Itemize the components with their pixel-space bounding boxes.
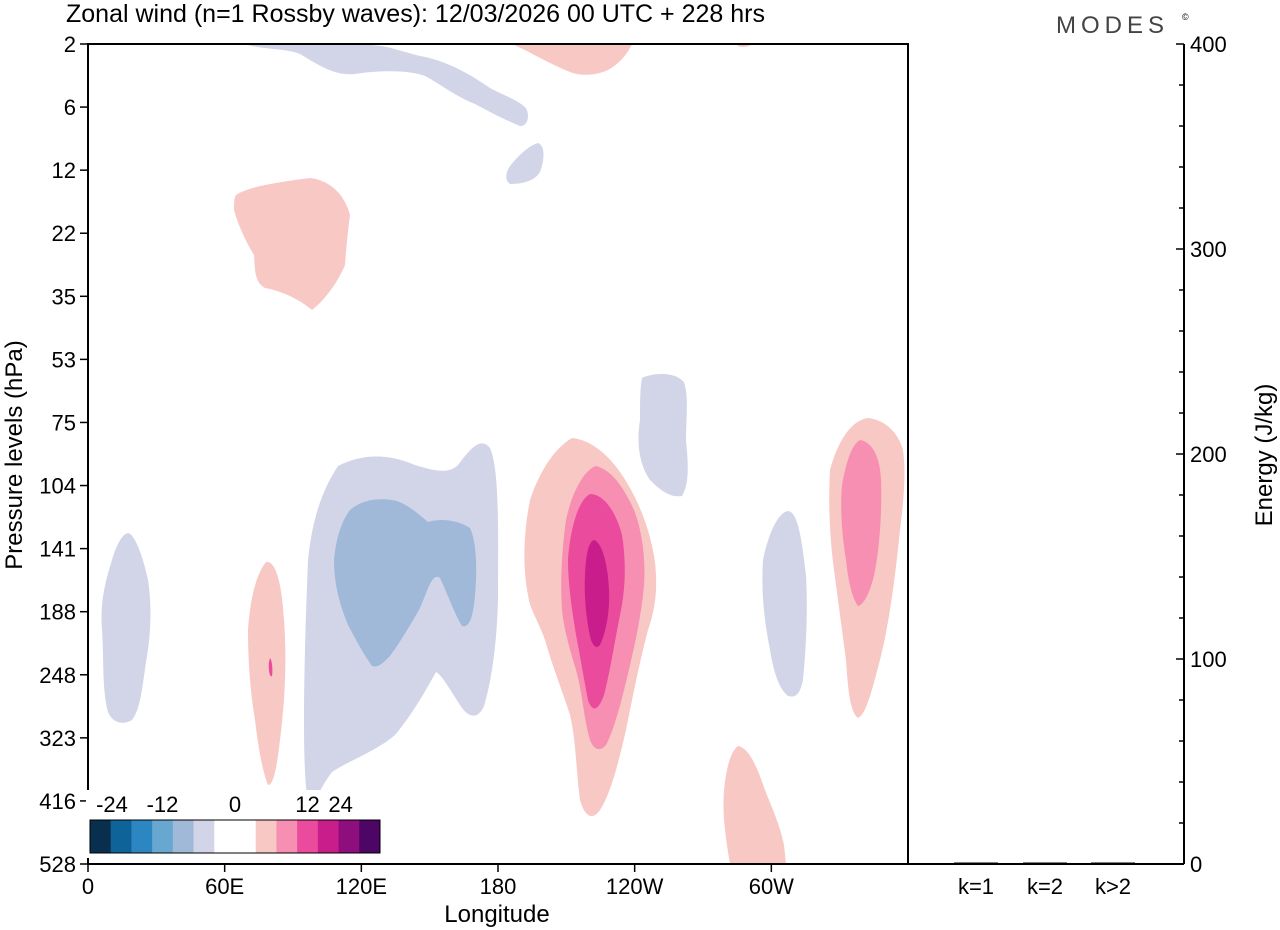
colorbar-swatch (90, 820, 112, 853)
contour-negative-right (762, 511, 807, 697)
x-tick-label: 120W (606, 874, 664, 899)
colorbar-label: 12 (295, 792, 319, 817)
contour-plot (87, 43, 909, 865)
energy-tick-label: 300 (1190, 237, 1227, 262)
x-tick-label: 60E (205, 874, 244, 899)
colorbar-label: 24 (328, 792, 352, 817)
chart-title: Zonal wind (n=1 Rossby waves): 12/03/202… (66, 0, 765, 28)
energy-panel: 0 100 200 300 400 k=1 k=2 k>2 Energy (J/kg) (908, 32, 1278, 899)
energy-category-label: k>2 (1095, 874, 1131, 899)
colorbar-label: -12 (147, 792, 179, 817)
y-tick-label: 53 (52, 347, 76, 372)
contour-negative-top (245, 44, 528, 126)
x-tick-label: 0 (82, 874, 94, 899)
y-axis-label: Pressure levels (hPa) (1, 340, 28, 569)
contour-positive-dot (268, 658, 273, 677)
energy-bar (1091, 862, 1135, 864)
colorbar-frame (89, 819, 381, 854)
energy-bar (954, 862, 998, 864)
y-axis: 2 6 12 22 35 53 75 104 141 188 248 323 416 528 (39, 32, 88, 877)
colorbar-swatch (214, 820, 236, 853)
contour-positive-upper (234, 178, 350, 310)
contour-negative-main-inner (334, 499, 477, 667)
colorbar-swatch (338, 820, 360, 853)
colorbar-swatch (172, 820, 195, 853)
energy-tick-label: 200 (1190, 442, 1227, 467)
colorbar-swatch (193, 820, 215, 853)
colorbar-swatch (276, 820, 298, 853)
energy-bar (1023, 862, 1067, 864)
colorbar-swatch (317, 820, 340, 853)
y-tick-label: 35 (52, 284, 76, 309)
contour-positive-right-12 (841, 440, 882, 606)
contour-positive-top (512, 44, 632, 75)
energy-category-label: k=1 (958, 874, 994, 899)
contour-positive-main-24 (584, 540, 610, 647)
logo-mark: © (1182, 12, 1189, 22)
colorbar-swatch (235, 820, 257, 853)
colorbar-swatch (359, 820, 381, 853)
y-tick-label: 12 (52, 158, 76, 183)
contour-negative-blob-12 (506, 143, 544, 184)
plot-frame (87, 43, 909, 865)
y-tick-label: 141 (39, 537, 76, 562)
y-tick-label: 104 (39, 474, 76, 499)
contour-negative-blob (638, 373, 688, 497)
x-tick-label: 180 (480, 874, 517, 899)
colorbar-label: 0 (229, 792, 241, 817)
y-tick-label: 75 (52, 410, 76, 435)
colorbar-swatch (110, 820, 132, 853)
y-tick-label: 22 (52, 221, 76, 246)
x-axis: 0 60E 120E 180 120W 60W (82, 864, 794, 899)
y-tick-label: 188 (39, 600, 76, 625)
y-tick-label: 416 (39, 789, 76, 814)
modes-logo: MODES (1056, 12, 1169, 39)
colorbar-swatch (255, 820, 277, 853)
energy-axis-label: Energy (J/kg) (1251, 384, 1278, 527)
energy-tick-label: 400 (1190, 32, 1227, 57)
contour-positive-lobe (248, 561, 286, 785)
x-axis-label: Longitude (444, 901, 549, 928)
x-tick-label: 60W (749, 874, 794, 899)
y-tick-label: 2 (64, 32, 76, 57)
colorbar-swatch (152, 820, 174, 853)
contour-positive-bottom (723, 746, 786, 864)
colorbar-label: -24 (96, 792, 128, 817)
colorbar-swatch (297, 820, 319, 853)
y-tick-label: 528 (39, 852, 76, 877)
y-tick-label: 6 (64, 95, 76, 120)
colorbar-swatch (131, 820, 153, 853)
y-tick-label: 248 (39, 663, 76, 688)
x-tick-label: 120E (336, 874, 387, 899)
y-tick-label: 323 (39, 726, 76, 751)
contour-negative-left (101, 533, 151, 723)
colorbar: -24 -12 0 12 24 (86, 790, 384, 858)
energy-tick-label: 100 (1190, 647, 1227, 672)
energy-tick-label: 0 (1190, 852, 1202, 877)
energy-category-label: k=2 (1027, 874, 1063, 899)
